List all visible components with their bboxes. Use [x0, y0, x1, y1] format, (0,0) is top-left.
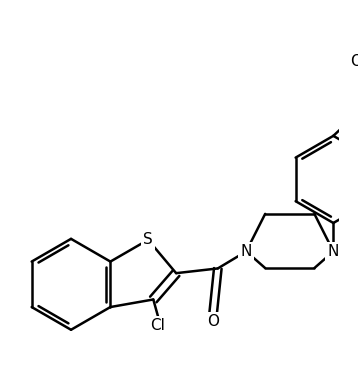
Text: S: S [143, 232, 153, 247]
Text: O: O [207, 314, 219, 329]
Text: N: N [241, 244, 252, 259]
Text: O: O [350, 54, 358, 69]
Text: Cl: Cl [151, 319, 165, 334]
Text: N: N [328, 244, 339, 259]
